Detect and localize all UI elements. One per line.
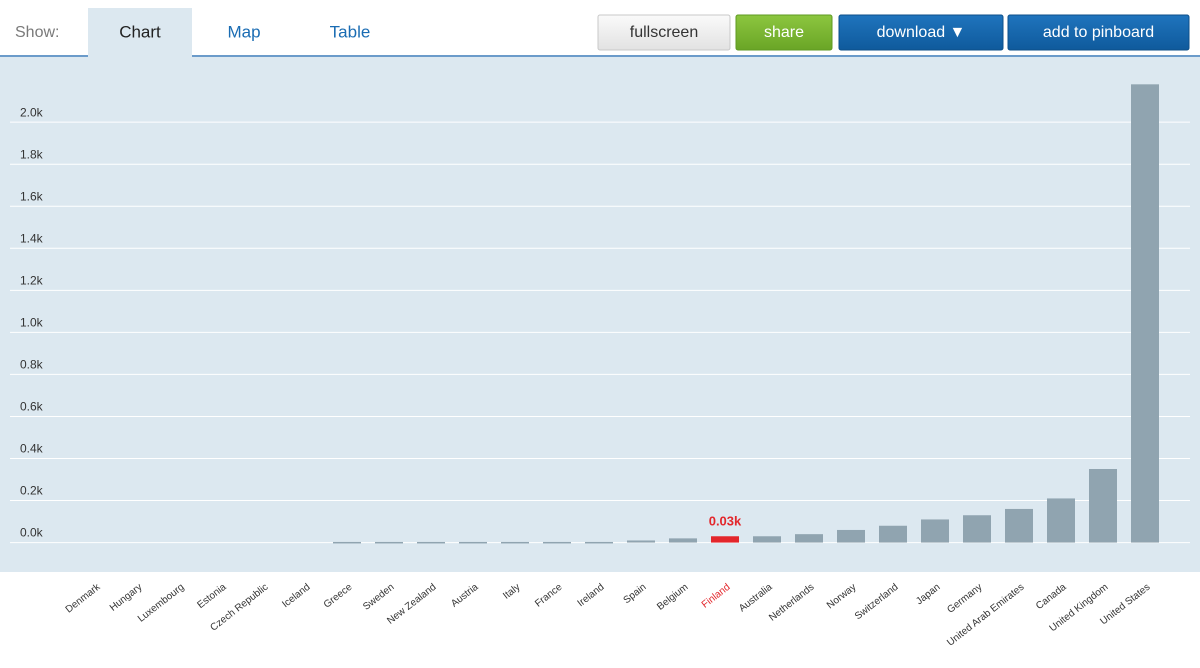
x-tick-label: Belgium [655, 582, 690, 613]
bar [753, 536, 781, 543]
button-label: add to pinboard [1043, 24, 1154, 41]
button[interactable]: fullscreen [597, 14, 731, 51]
x-tick-label: Canada [1034, 582, 1069, 613]
bar [585, 541, 613, 544]
tab[interactable]: Map [227, 22, 260, 41]
bar [1005, 508, 1033, 543]
x-tick-label: Australia [737, 582, 775, 615]
x-tick-label: Finland [700, 582, 733, 611]
tab-bg [88, 8, 192, 57]
y-tick-label: 1.6k [20, 189, 44, 203]
button[interactable]: add to pinboard [1007, 14, 1190, 51]
bar [837, 529, 865, 543]
bar [669, 538, 697, 543]
x-tick-label: Netherlands [767, 582, 816, 624]
x-tick-label: Spain [622, 582, 649, 606]
bar [501, 541, 529, 544]
bar [627, 540, 655, 543]
y-tick-label: 0.2k [20, 484, 44, 498]
button-label: fullscreen [630, 24, 698, 41]
bar [711, 536, 739, 543]
show-label: Show: [15, 24, 59, 41]
toolbar: Show: Chart Map Table fullscreen share downloa… [15, 8, 1190, 57]
y-tick-label: 2.0k [20, 105, 44, 119]
x-tick-label: Austria [449, 582, 481, 610]
tab[interactable]: Table [330, 22, 371, 41]
bar [921, 519, 949, 543]
x-tick-label: Norway [825, 582, 858, 612]
button-bg [735, 14, 833, 51]
tab-label: Map [227, 22, 260, 41]
bar [1131, 84, 1159, 543]
button-label: share [764, 24, 804, 41]
y-tick-label: 0.0k [20, 526, 44, 540]
value-label: 0.03k [709, 514, 742, 529]
y-tick-label: 0.8k [20, 358, 44, 372]
y-tick-label: 1.2k [20, 273, 44, 287]
button-bg [838, 14, 1004, 51]
y-tick-label: 0.6k [20, 400, 44, 414]
button-bg [597, 14, 731, 51]
tab-label: Table [330, 22, 371, 41]
bar [417, 541, 445, 544]
plot-area [0, 57, 1200, 572]
x-tick-label: Germany [945, 582, 984, 616]
x-tick-label: Iceland [280, 582, 312, 611]
y-tick-label: 0.4k [20, 442, 44, 456]
button-bg [1007, 14, 1190, 51]
x-tick-label: Luxembourg [136, 582, 187, 625]
x-tick-label: Greece [322, 582, 355, 611]
y-tick-label: 1.4k [20, 231, 44, 245]
bar [459, 541, 487, 544]
bar [543, 541, 571, 544]
button-label: download ▼ [877, 24, 966, 41]
bar [879, 525, 907, 543]
bar [375, 541, 403, 544]
x-tick-label: Italy [501, 582, 522, 602]
bar [1047, 498, 1075, 543]
button[interactable]: share [735, 14, 833, 51]
x-tick-label: United Arab Emirates [945, 582, 1026, 649]
y-tick-label: 1.8k [20, 147, 44, 161]
x-tick-label: Denmark [64, 581, 104, 615]
tab-label: Chart [119, 22, 161, 41]
tab[interactable]: Chart [88, 8, 192, 57]
x-tick-label: Estonia [195, 582, 228, 611]
x-tick-label: Ireland [576, 582, 607, 609]
bar [795, 534, 823, 543]
x-tick-label: Sweden [361, 582, 396, 613]
bar [963, 515, 991, 543]
button[interactable]: download ▼ [838, 14, 1004, 51]
x-tick-label: Hungary [108, 582, 145, 614]
y-tick-label: 1.0k [20, 316, 44, 330]
bar [333, 541, 361, 544]
bar [1089, 469, 1117, 543]
x-tick-label: France [533, 582, 565, 610]
x-tick-label: Japan [914, 582, 942, 607]
x-tick-label: Switzerland [853, 582, 901, 622]
